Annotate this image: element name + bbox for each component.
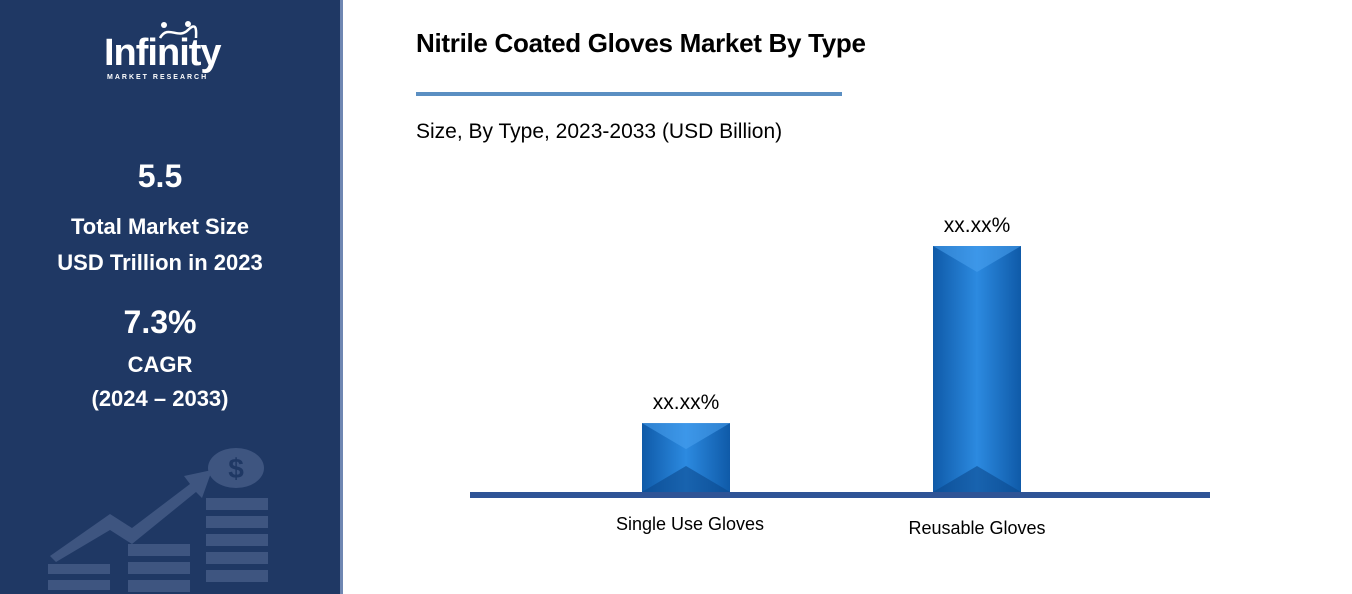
data-label: xx.xx% (944, 214, 1011, 237)
market-size-label: Total Market Size (70, 214, 250, 239)
x-axis-line (470, 492, 1210, 498)
logo-subtitle: MARKET RESEARCH (107, 74, 209, 81)
bar-single-use-gloves (642, 423, 730, 492)
sidebar-panel: Infinity MARKET RESEARCH 5.5 Total Marke… (0, 0, 340, 594)
market-size-unit: USD Trillion in 2023 (57, 250, 263, 275)
cagr-label: CAGR (127, 352, 193, 377)
bar-reusable-gloves (933, 246, 1021, 492)
chart-title: Nitrile Coated Gloves Market By Type (416, 28, 866, 58)
chart-subtitle: Size, By Type, 2023-2033 (USD Billion) (416, 120, 783, 143)
sidebar-divider (340, 0, 343, 594)
bar-chart: xx.xx% Single Use Gloves xx.xx% Reusable Gl… (470, 214, 1210, 538)
company-logo: Infinity MARKET RESEARCH (98, 20, 248, 90)
logo-wordmark: Infinity (104, 32, 222, 74)
title-underline (416, 92, 842, 96)
category-label: Single Use Gloves (616, 514, 764, 534)
logo-swirl-icon (158, 21, 198, 39)
market-size-value: 5.5 (137, 158, 183, 194)
svg-text:$: $ (228, 453, 244, 484)
category-label: Reusable Gloves (908, 518, 1045, 538)
growth-chart-dollar-icon: $ (48, 448, 268, 592)
cagr-value: 7.3% (123, 304, 197, 340)
cagr-period: (2024 – 2033) (91, 386, 229, 411)
data-label: xx.xx% (653, 391, 720, 414)
